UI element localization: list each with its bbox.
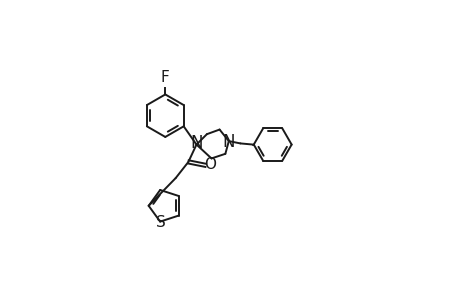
Text: F: F bbox=[161, 70, 169, 85]
Text: S: S bbox=[156, 215, 166, 230]
Text: O: O bbox=[204, 157, 216, 172]
Text: N: N bbox=[222, 133, 235, 151]
Text: N: N bbox=[190, 134, 202, 152]
